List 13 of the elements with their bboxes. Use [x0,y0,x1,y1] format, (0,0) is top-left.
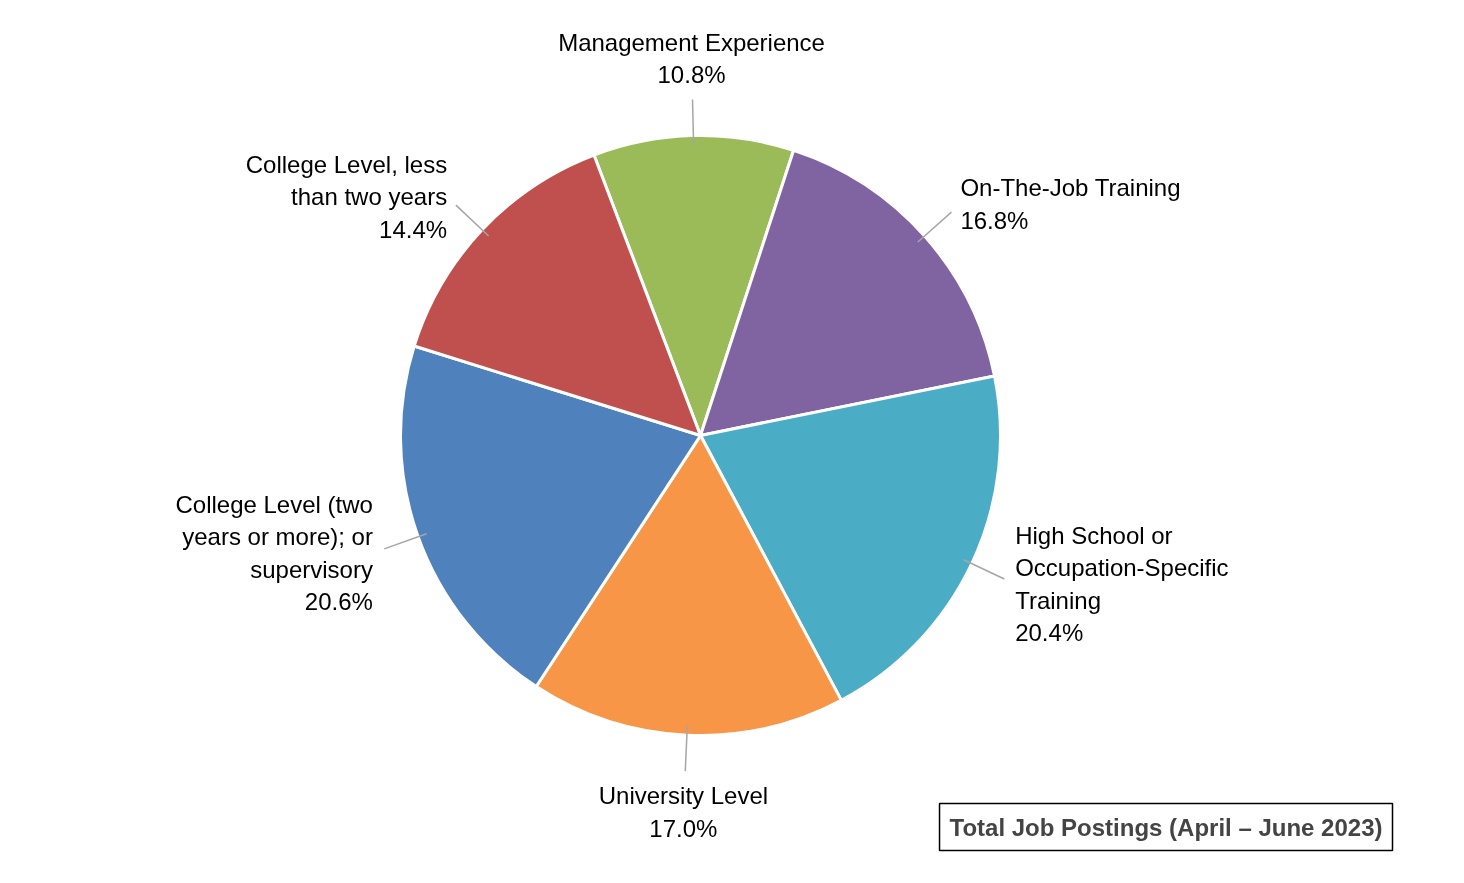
slice-label: High School or Occupation-Specific Training [1015,522,1229,614]
text: Total Job Postings (April – June 2023) [949,813,1383,841]
data-label: 20.4% [1015,619,1084,647]
data-label: 17.0% [649,814,718,842]
data-label: 14.4% [379,215,448,243]
slice-label: College Level (two years or more); or supervisory [175,490,373,583]
data-label: 20.6% [304,588,373,616]
slice-label: College Level, less than two years [245,151,448,211]
data-label: 10.8% [657,61,726,89]
slice-label: University Level [598,782,769,810]
data-label: 16.8% [960,206,1029,234]
slice-label: Management Experience [558,28,825,56]
slice-label: On-The-Job Training [960,174,1181,202]
